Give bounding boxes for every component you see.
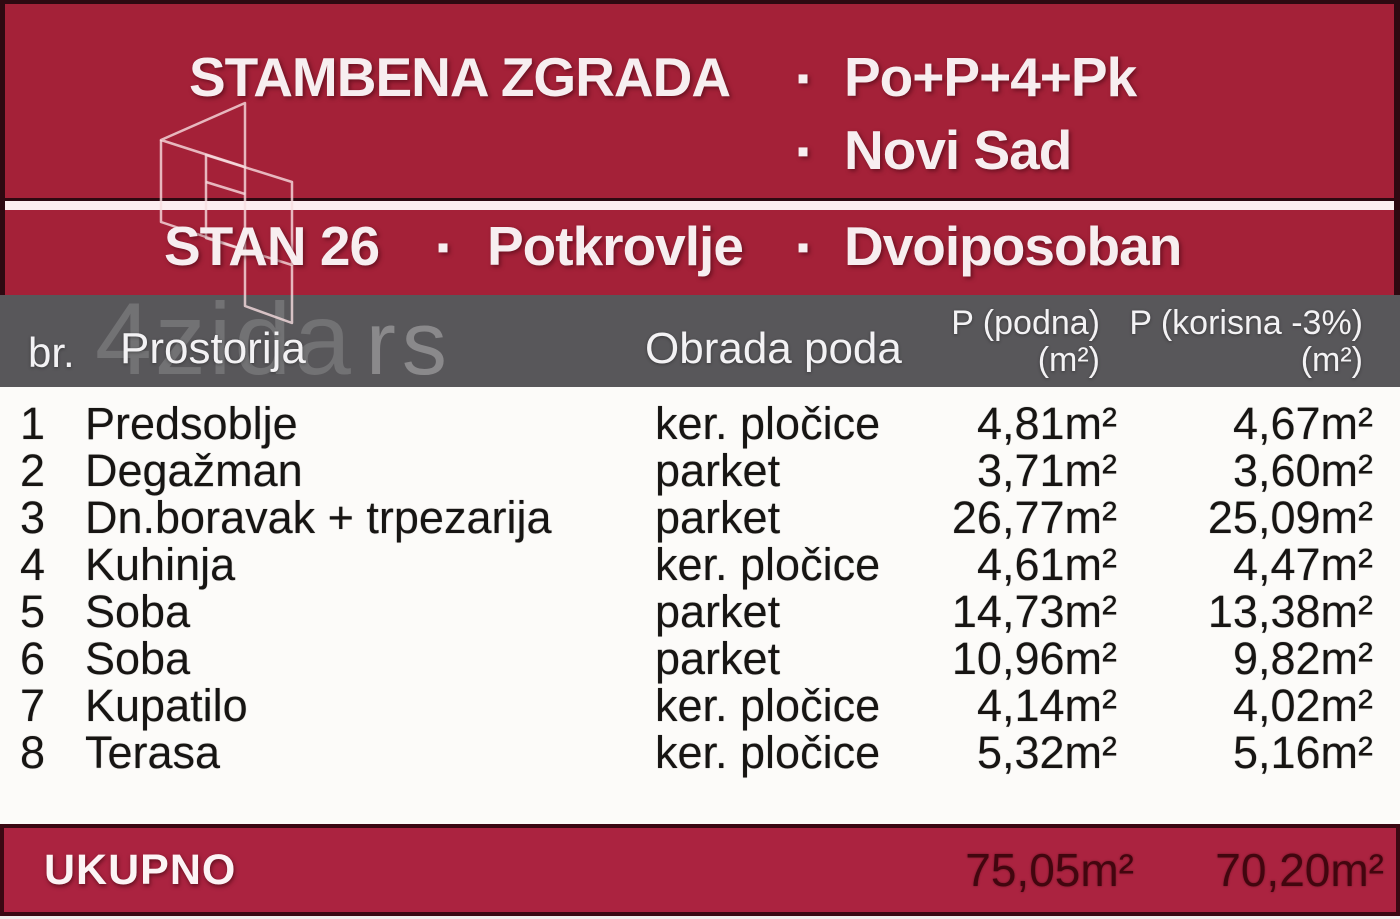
floor-finish: parket (655, 633, 781, 684)
floor-area: 4,61m² (976, 539, 1117, 590)
table-row: 2 Degažman parket 3,71m² 3,60m² (0, 447, 1400, 494)
room-name: Dn.boravak + trpezarija (85, 492, 552, 543)
usable-area: 25,09m² (1207, 492, 1373, 543)
bullet-icon: ▪ (796, 57, 810, 98)
header-col-room: Prostorija (120, 324, 306, 373)
table-row: 4 Kuhinja ker. pločice 4,61m² 4,47m² (0, 541, 1400, 588)
unit-floor: Potkrovlje (487, 215, 744, 277)
room-name: Predsoblje (85, 398, 298, 449)
totals-floor-area: 75,05m² (965, 844, 1134, 896)
table-row: 1 Predsoblje ker. pločice 4,81m² 4,67m² (0, 400, 1400, 447)
room-name: Kuhinja (85, 539, 236, 590)
usable-area: 13,38m² (1207, 586, 1373, 637)
room-table: 1 Predsoblje ker. pločice 4,81m² 4,67m² … (0, 400, 1400, 776)
totals-label: UKUPNO (44, 846, 237, 894)
bullet-icon: ▪ (436, 226, 450, 267)
usable-area: 5,16m² (1232, 727, 1373, 778)
building-city: Novi Sad (844, 119, 1072, 181)
floor-area: 10,96m² (951, 633, 1117, 684)
unit-number: STAN 26 (164, 215, 380, 277)
floor-area: 14,73m² (951, 586, 1117, 637)
bullet-icon: ▪ (796, 130, 810, 171)
building-name: STAMBENA ZGRADA (189, 46, 731, 108)
row-number: 5 (20, 586, 46, 637)
room-name: Soba (85, 586, 191, 637)
usable-area: 4,02m² (1232, 680, 1373, 731)
floor-area: 4,14m² (976, 680, 1117, 731)
table-row: 6 Soba parket 10,96m² 9,82m² (0, 635, 1400, 682)
totals-usable-area: 70,20m² (1215, 844, 1384, 896)
4zida-watermark: 4zida rs (95, 295, 453, 387)
header-col-floor-finish: Obrada poda (645, 324, 902, 373)
header-col-floor-area: P (podna) (m²) (900, 305, 1100, 379)
floor-finish: parket (655, 586, 781, 637)
header-floor-area-line2: (m²) (1037, 341, 1100, 379)
floor-area: 26,77m² (951, 492, 1117, 543)
table-row: 5 Soba parket 14,73m² 13,38m² (0, 588, 1400, 635)
floor-finish: parket (655, 492, 781, 543)
watermark-main: 4zida (95, 295, 354, 387)
floor-area: 4,81m² (976, 398, 1117, 449)
header-usable-area-line1: P (korisna -3%) (1129, 304, 1363, 342)
table-body-background (0, 387, 1400, 824)
room-name: Degažman (85, 445, 303, 496)
table-row: 8 Terasa ker. pločice 5,32m² 5,16m² (0, 729, 1400, 776)
row-number: 2 (20, 445, 46, 496)
watermark-suffix: rs (365, 295, 453, 387)
floor-finish: ker. pločice (655, 539, 881, 590)
room-name: Terasa (85, 727, 221, 778)
row-number: 6 (20, 633, 46, 684)
floor-finish: parket (655, 445, 781, 496)
usable-area: 9,82m² (1232, 633, 1373, 684)
row-number: 1 (20, 398, 46, 449)
floor-area: 5,32m² (976, 727, 1117, 778)
banner-divider (5, 201, 1394, 210)
header-usable-area-line2: (m²) (1300, 341, 1363, 379)
unit-banner (5, 210, 1394, 295)
row-number: 4 (20, 539, 46, 590)
table-row: 3 Dn.boravak + trpezarija parket 26,77m²… (0, 494, 1400, 541)
row-number: 8 (20, 727, 46, 778)
usable-area: 4,67m² (1232, 398, 1373, 449)
room-name: Soba (85, 633, 191, 684)
room-name: Kupatilo (85, 680, 248, 731)
row-number: 7 (20, 680, 46, 731)
header-col-number: br. (28, 329, 75, 376)
table-row: 7 Kupatilo ker. pločice 4,14m² 4,02m² (0, 682, 1400, 729)
table-header-bar: 4zida rs br. Prostorija Obrada poda P (po… (0, 295, 1400, 387)
unit-layout: Dvoiposoban (844, 215, 1182, 277)
bullet-icon: ▪ (796, 226, 810, 267)
totals-bar: UKUPNO 75,05m² 70,20m² (0, 824, 1400, 916)
floor-finish: ker. pločice (655, 398, 881, 449)
4zida-logo-icon (159, 101, 294, 325)
usable-area: 4,47m² (1232, 539, 1373, 590)
header-col-usable-area: P (korisna -3%) (m²) (1108, 305, 1363, 379)
floor-finish: ker. pločice (655, 727, 881, 778)
header-floor-area-line1: P (podna) (951, 304, 1100, 342)
row-number: 3 (20, 492, 46, 543)
usable-area: 3,60m² (1232, 445, 1373, 496)
floor-finish: ker. pločice (655, 680, 881, 731)
floor-area: 3,71m² (976, 445, 1117, 496)
banner-block: STAMBENA ZGRADA ▪ Po+P+4+Pk ▪ Novi Sad S… (0, 0, 1400, 325)
building-floors: Po+P+4+Pk (844, 46, 1137, 108)
